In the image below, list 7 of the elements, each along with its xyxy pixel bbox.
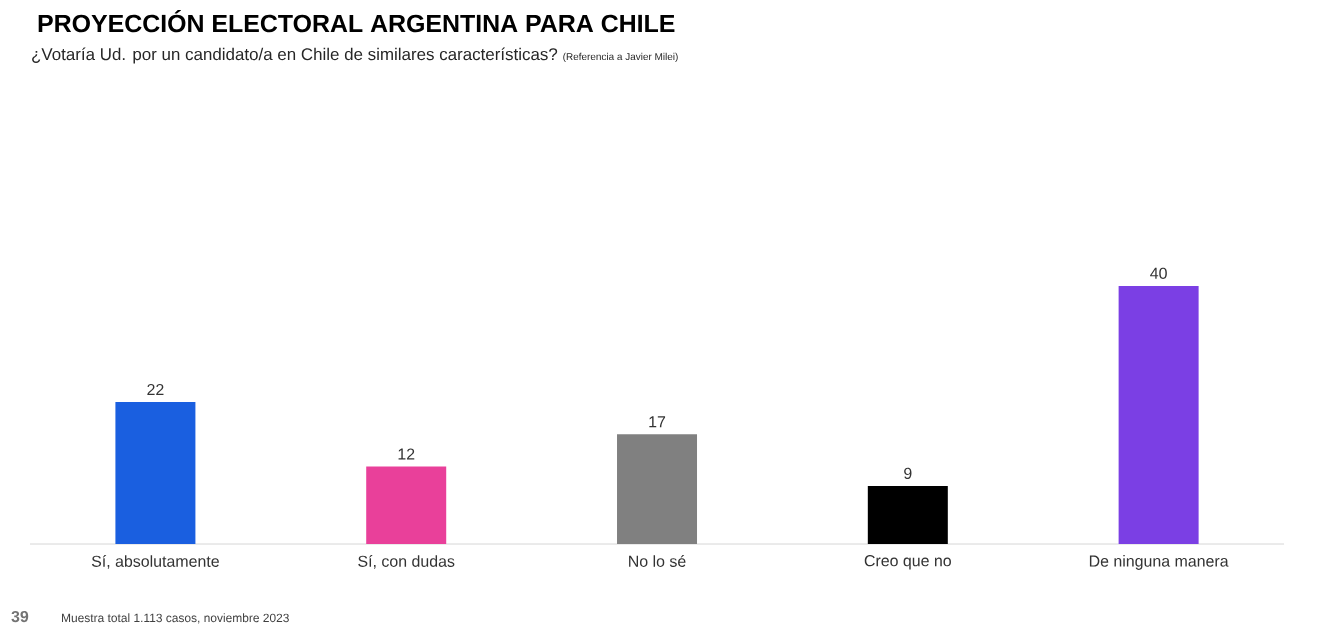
bar: [867, 485, 948, 544]
bar: [115, 402, 196, 544]
bar: [366, 466, 447, 544]
chart-title: PROYECCIÓN ELECTORAL ARGENTINA PARA CHILE: [38, 9, 675, 33]
bar: [617, 434, 698, 544]
bar: [1118, 286, 1199, 544]
chart-subtitle: ¿Votaría Ud. por un candidato/a en Chile de similares características?: [32, 47, 558, 64]
